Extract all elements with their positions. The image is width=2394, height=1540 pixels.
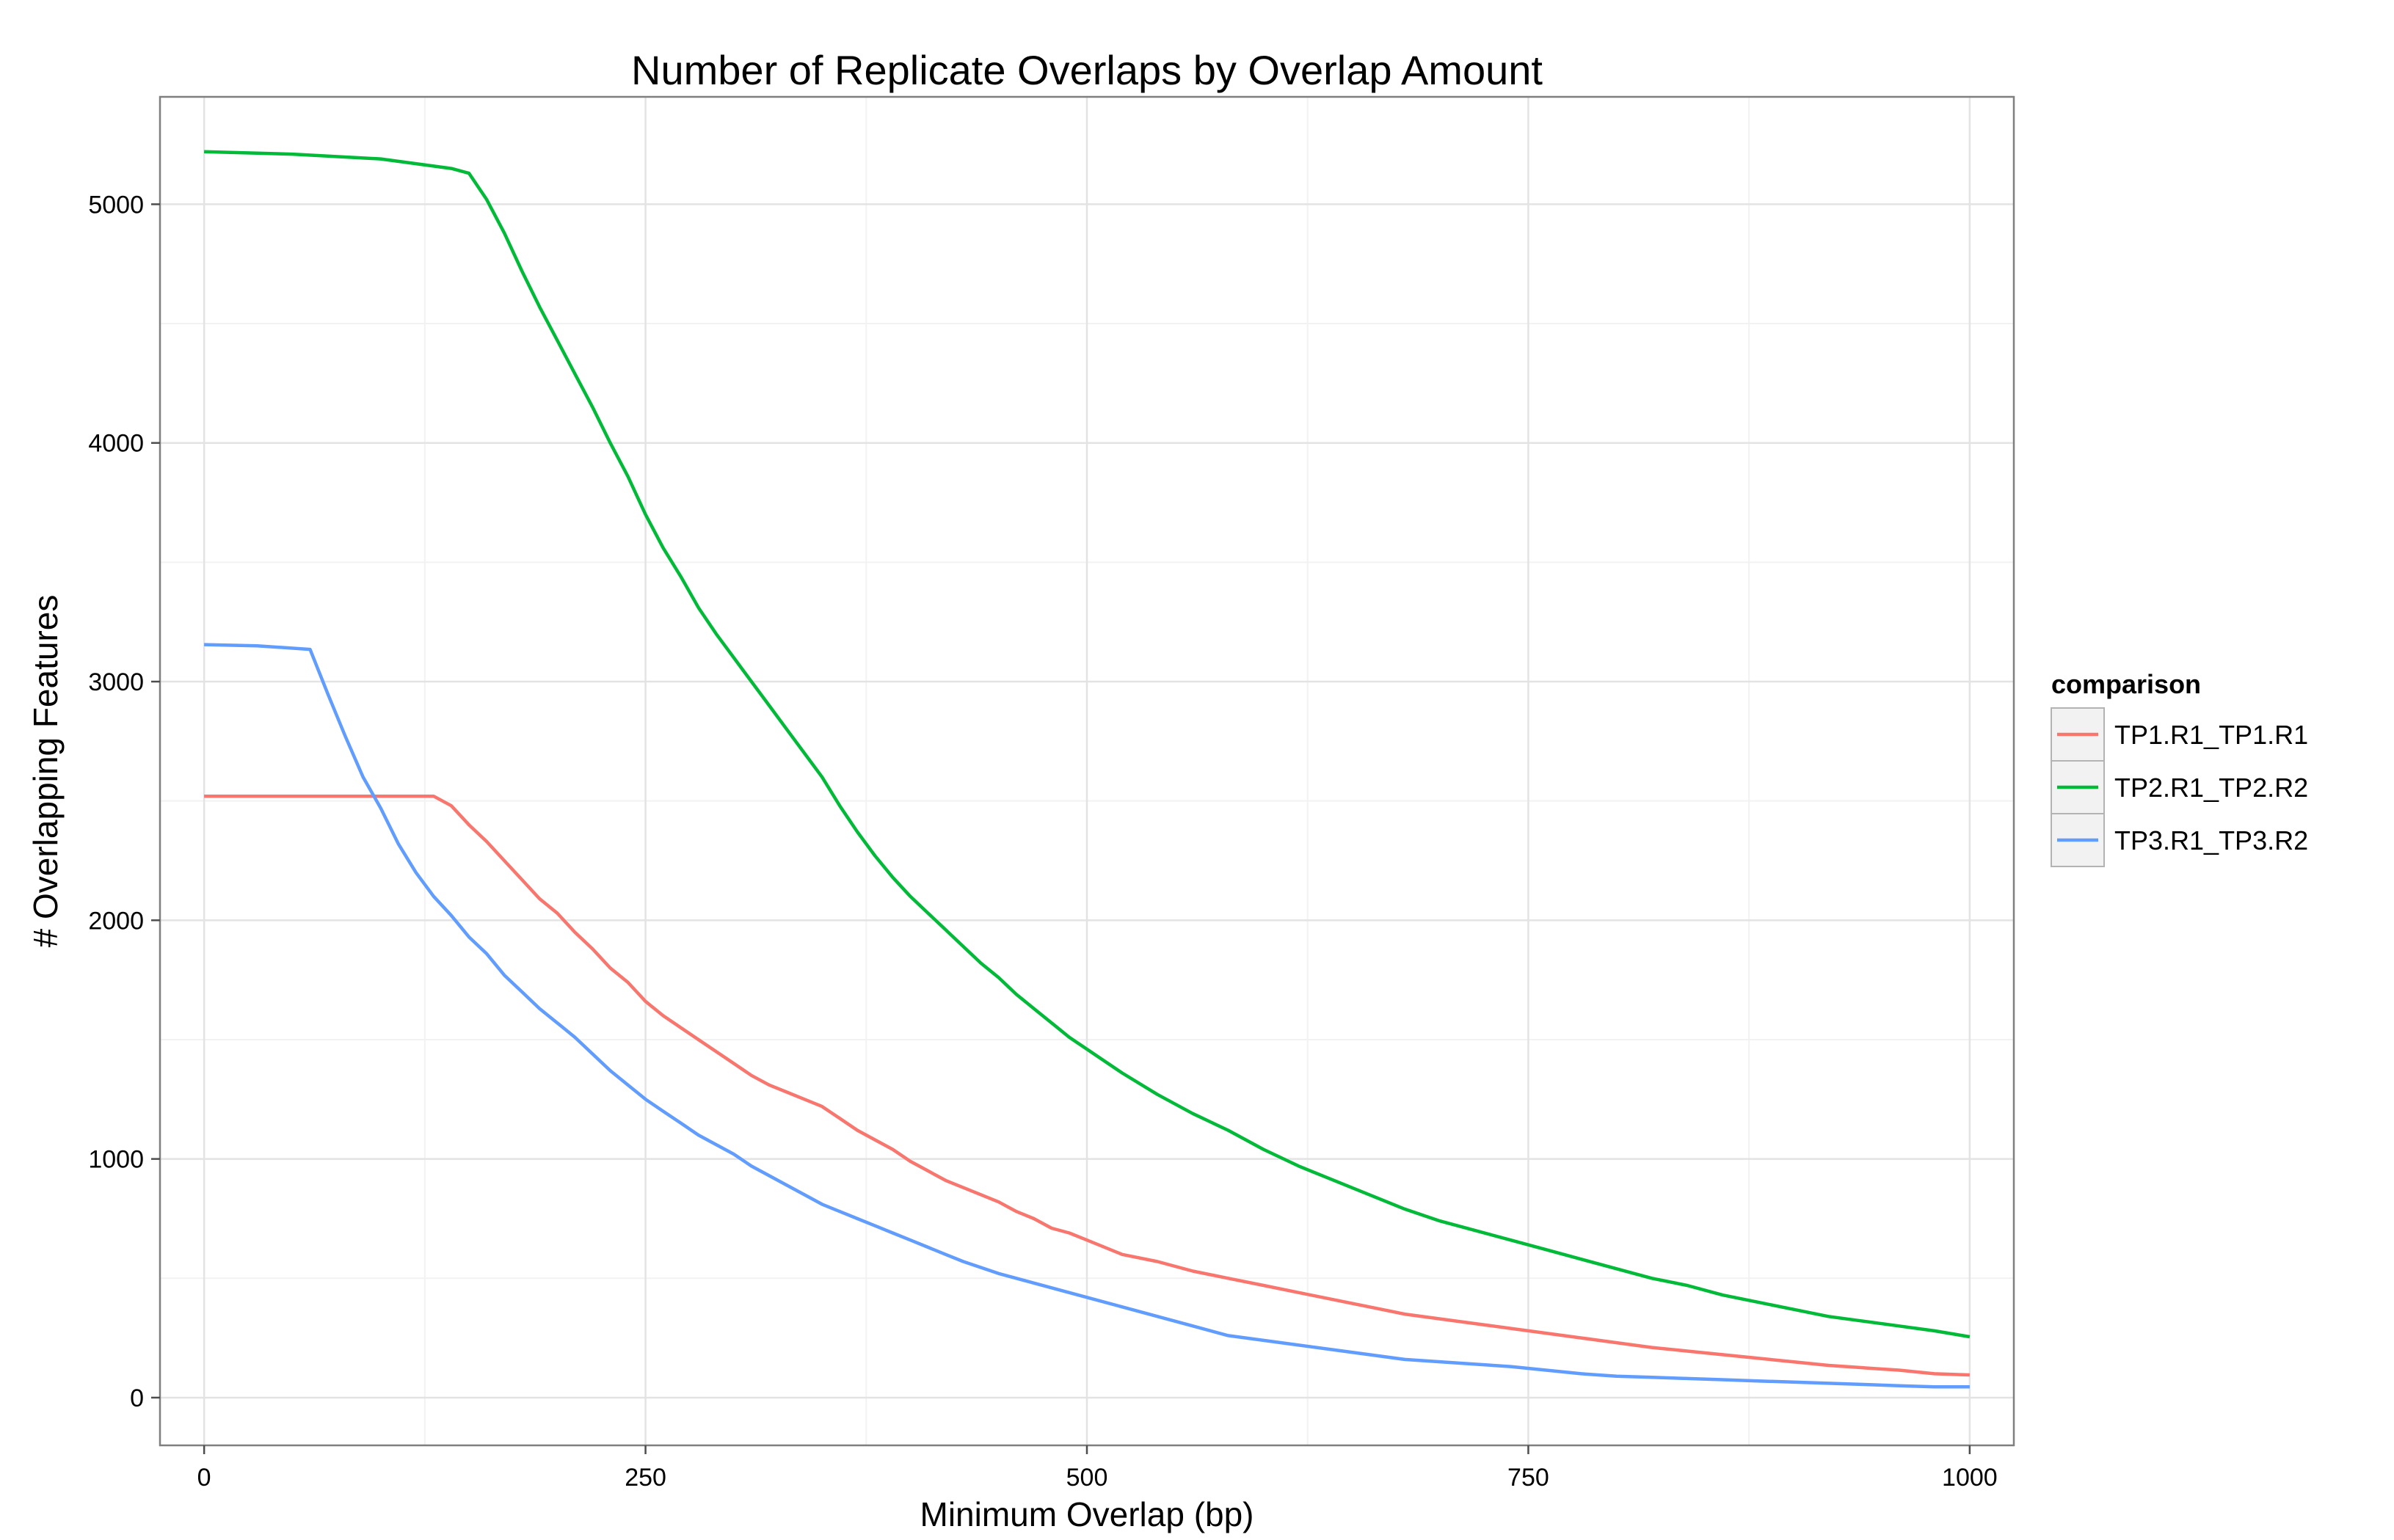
x-tick-label: 1000	[1942, 1464, 1998, 1492]
x-tick-label: 0	[197, 1464, 211, 1492]
chart-title: Number of Replicate Overlaps by Overlap …	[631, 47, 1543, 93]
legend-key-border	[2051, 813, 2105, 867]
series-line-TP3.R1_TP3.R2	[204, 643, 1970, 1389]
y-tick-label: 1000	[88, 1146, 144, 1174]
x-tick-label: 750	[1507, 1464, 1549, 1492]
x-axis-title: Minimum Overlap (bp)	[920, 1495, 1254, 1533]
y-tick-label: 5000	[88, 191, 144, 219]
legend-title: comparison	[2051, 669, 2201, 699]
y-tick-label: 3000	[88, 668, 144, 696]
y-axis-title: # Overlapping Features	[26, 595, 65, 948]
legend-label: TP3.R1_TP3.R2	[2114, 825, 2308, 855]
x-tick-label: 500	[1066, 1464, 1108, 1492]
plot-panel	[159, 95, 2015, 1447]
series-line-TP2.R1_TP2.R2	[204, 150, 1971, 1339]
legend-label: TP2.R1_TP2.R2	[2114, 773, 2308, 803]
legend: comparison TP1.R1_TP1.R1 TP2.R1_TP2.R2 TP3…	[2051, 669, 2308, 867]
legend-label: TP1.R1_TP1.R1	[2114, 720, 2308, 750]
y-tick-label: 0	[130, 1384, 144, 1412]
series-line-TP1.R1_TP1.R1	[204, 794, 1970, 1377]
x-axis: 0 250 500 750 1000	[197, 1445, 1998, 1492]
y-tick-label: 2000	[88, 907, 144, 935]
y-tick-label: 4000	[88, 430, 144, 458]
y-axis: 0 1000 2000 3000 4000 5000	[88, 191, 160, 1412]
x-tick-label: 250	[625, 1464, 666, 1492]
